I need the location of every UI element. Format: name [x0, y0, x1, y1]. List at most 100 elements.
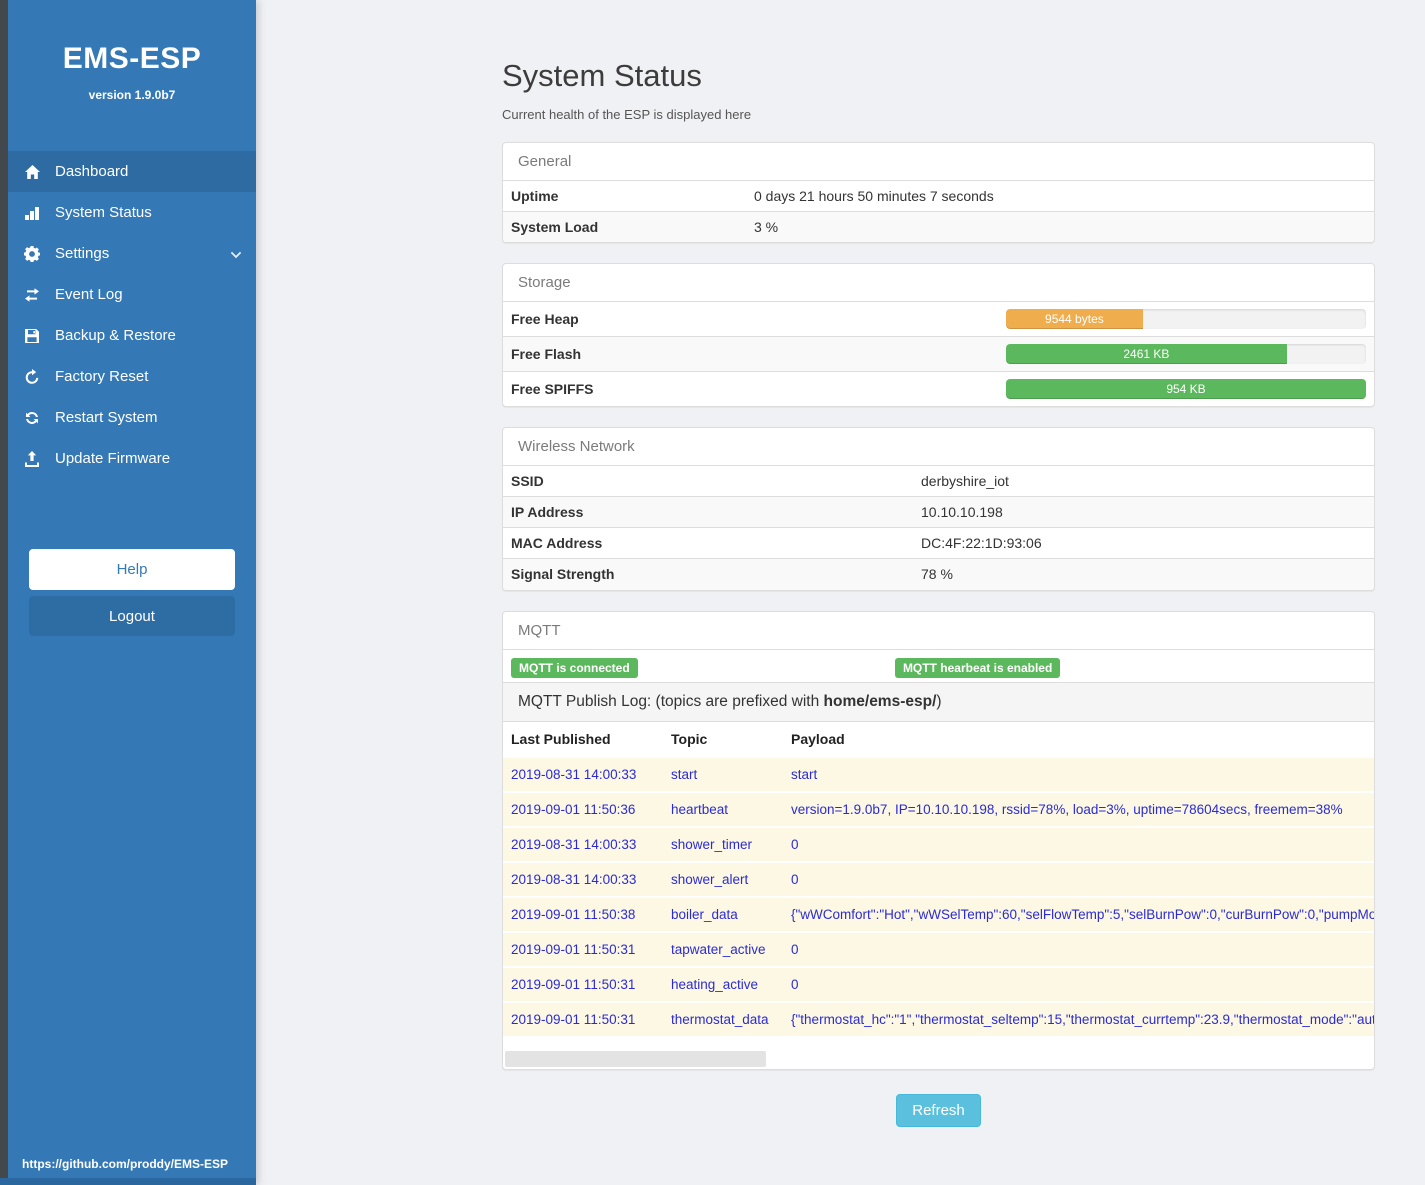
row-label: Free SPIFFS [503, 371, 998, 407]
progress-bar: 9544 bytes [1006, 309, 1366, 330]
wireless-panel: Wireless Network SSID derbyshire_iot IP … [502, 427, 1375, 591]
log-topic: boiler_data [671, 906, 738, 922]
github-link[interactable]: https://github.com/proddy/EMS-ESP [22, 1157, 228, 1171]
row-label: MAC Address [503, 527, 913, 559]
log-topic: shower_alert [671, 871, 749, 887]
mqtt-table-body: 2019-08-31 14:00:33 start start 2019-09-… [503, 755, 1374, 1036]
logout-button[interactable]: Logout [29, 596, 235, 636]
mqtt-log-row: 2019-09-01 11:50:36 heartbeat version=1.… [503, 790, 1374, 826]
log-payload: {"wWComfort":"Hot","wWSelTemp":60,"selFl… [791, 906, 1374, 922]
row-value: DC:4F:22:1D:93:06 [913, 527, 1374, 559]
storage-table: Free Heap 9544 bytes Free Flash [503, 301, 1374, 407]
table-row: Free SPIFFS 954 KB [503, 371, 1374, 407]
row-label: Free Heap [503, 301, 998, 337]
log-payload: 0 [791, 976, 799, 992]
row-label: System Load [503, 210, 746, 243]
system-status-icon [22, 205, 42, 221]
table-row: Signal Strength 78 % [503, 558, 1374, 590]
log-payload: 0 [791, 941, 799, 957]
table-row: MAC Address DC:4F:22:1D:93:06 [503, 527, 1374, 559]
log-timestamp: 2019-09-01 11:50:38 [511, 906, 636, 922]
table-row: SSID derbyshire_iot [503, 465, 1374, 497]
column-header-last-published: Last Published [511, 730, 611, 747]
table-row: Uptime 0 days 21 hours 50 minutes 7 seco… [503, 179, 1374, 212]
sidebar-item[interactable]: Event Log [8, 274, 256, 315]
horizontal-scrollbar[interactable] [504, 1050, 1373, 1068]
sidebar-item[interactable]: Backup & Restore [8, 315, 256, 356]
sidebar-item[interactable]: Update Firmware [8, 438, 256, 479]
backup-icon [22, 328, 42, 344]
sidebar-nav: Dashboard System Status Settings [8, 151, 256, 479]
log-topic: heartbeat [671, 801, 729, 817]
log-topic: start [671, 766, 698, 782]
page-title: System Status [502, 58, 702, 93]
progress-bar-fill: 9544 bytes [1006, 309, 1143, 330]
app-version: version 1.9.0b7 [88, 88, 176, 102]
log-timestamp: 2019-08-31 14:00:33 [511, 836, 637, 852]
sidebar: EMS-ESP version 1.9.0b7 Dashboard System… [0, 0, 256, 1185]
log-timestamp: 2019-09-01 11:50:31 [511, 1011, 636, 1027]
app-title: EMS-ESP [62, 42, 202, 75]
mqtt-log-row: 2019-08-31 14:00:33 shower_timer 0 [503, 825, 1374, 861]
row-value: 3 % [746, 210, 1374, 243]
sidebar-item[interactable]: Dashboard [8, 151, 256, 192]
row-value: 0 days 21 hours 50 minutes 7 seconds [746, 179, 1374, 212]
sidebar-item-label: Settings [55, 245, 110, 262]
sidebar-item-label: Dashboard [55, 163, 129, 180]
mqtt-heading: MQTT [518, 621, 561, 639]
gear-icon [22, 245, 42, 262]
log-timestamp: 2019-08-31 14:00:33 [511, 871, 637, 887]
row-label: Free Flash [503, 336, 998, 372]
table-row: System Load 3 % [503, 210, 1374, 243]
log-topic: thermostat_data [671, 1011, 769, 1027]
wireless-heading: Wireless Network [518, 438, 635, 456]
row-label: IP Address [503, 496, 913, 528]
row-value: 10.10.10.198 [913, 496, 1374, 528]
restart-icon [22, 410, 42, 426]
table-row: Free Heap 9544 bytes [503, 301, 1374, 337]
main-area: System Status Current health of the ESP … [256, 0, 1425, 1185]
upload-icon [22, 450, 42, 467]
row-label: SSID [503, 465, 913, 497]
page-subtitle: Current health of the ESP is displayed h… [502, 106, 752, 122]
sidebar-buttons: Help Logout [8, 549, 256, 636]
log-payload: 0 [791, 836, 799, 852]
log-payload: 0 [791, 871, 799, 887]
log-topic: heating_active [671, 976, 759, 992]
sidebar-item[interactable]: Settings [8, 233, 256, 274]
mqtt-publish-log-title: MQTT Publish Log: (topics are prefixed w… [503, 681, 1374, 722]
sidebar-item[interactable]: Restart System [8, 397, 256, 438]
log-timestamp: 2019-09-01 11:50:31 [511, 976, 636, 992]
column-header-payload: Payload [791, 730, 845, 747]
sidebar-item[interactable]: Factory Reset [8, 356, 256, 397]
table-row: IP Address 10.10.10.198 [503, 496, 1374, 528]
sidebar-item-label: Backup & Restore [55, 327, 176, 344]
sidebar-item-label: Factory Reset [55, 368, 149, 385]
help-button[interactable]: Help [29, 549, 235, 590]
sidebar-item[interactable]: System Status [8, 192, 256, 233]
general-heading: General [518, 152, 572, 170]
log-topic: tapwater_active [671, 941, 766, 957]
row-value: derbyshire_iot [913, 465, 1374, 497]
log-payload: version=1.9.0b7, IP=10.10.10.198, rssid=… [791, 801, 1343, 817]
log-payload: {"thermostat_hc":"1","thermostat_seltemp… [791, 1011, 1374, 1027]
general-panel: General Uptime 0 days 21 hours 50 minute… [502, 141, 1375, 244]
sidebar-item-label: Restart System [55, 409, 158, 426]
scrollbar-thumb[interactable] [505, 1050, 766, 1067]
sidebar-bottom-strip [0, 1178, 256, 1185]
mqtt-status-row: MQTT is connected MQTT hearbeat is enabl… [503, 648, 1374, 682]
mqtt-log-row: 2019-08-31 14:00:33 start start [503, 755, 1374, 791]
progress-bar-fill: 954 KB [1006, 379, 1366, 400]
sidebar-item-label: System Status [55, 204, 152, 221]
log-timestamp: 2019-08-31 14:00:33 [511, 766, 637, 782]
column-header-topic: Topic [671, 730, 708, 747]
refresh-button[interactable]: Refresh [896, 1093, 981, 1127]
wireless-table: SSID derbyshire_iot IP Address 10.10.10.… [503, 465, 1374, 590]
row-label: Uptime [503, 179, 746, 212]
row-label: Signal Strength [503, 558, 913, 590]
home-icon [22, 164, 42, 180]
mqtt-topic-prefix: home/ems-esp/ [823, 692, 937, 710]
table-spacer [503, 1035, 1374, 1051]
storage-panel: Storage Free Heap 9544 bytes [502, 263, 1375, 408]
progress-bar: 2461 KB [1006, 344, 1366, 365]
